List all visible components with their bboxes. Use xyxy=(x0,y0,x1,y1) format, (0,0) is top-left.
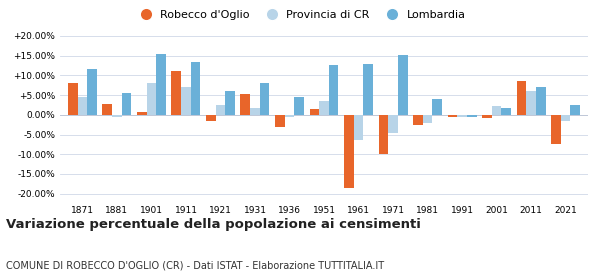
Bar xyxy=(172,71,181,115)
Bar xyxy=(250,108,260,115)
Bar xyxy=(482,115,492,118)
Bar xyxy=(551,115,561,144)
Bar xyxy=(275,115,284,127)
Bar xyxy=(112,115,122,117)
Bar xyxy=(284,115,295,117)
Bar xyxy=(379,115,388,154)
Bar xyxy=(226,91,235,115)
Bar xyxy=(319,101,329,115)
Bar xyxy=(137,112,146,115)
Bar xyxy=(87,69,97,115)
Bar xyxy=(241,94,250,115)
Bar xyxy=(215,105,226,115)
Bar xyxy=(260,83,269,115)
Bar xyxy=(310,109,319,115)
Bar xyxy=(422,115,433,123)
Bar xyxy=(526,91,536,115)
Bar xyxy=(388,115,398,132)
Text: COMUNE DI ROBECCO D'OGLIO (CR) - Dati ISTAT - Elaborazione TUTTITALIA.IT: COMUNE DI ROBECCO D'OGLIO (CR) - Dati IS… xyxy=(6,260,384,270)
Bar xyxy=(536,87,545,115)
Bar xyxy=(344,115,353,188)
Bar xyxy=(467,115,476,117)
Bar xyxy=(398,55,407,115)
Bar xyxy=(433,99,442,115)
Bar xyxy=(122,93,131,115)
Bar xyxy=(77,97,87,115)
Bar xyxy=(457,115,467,117)
Bar xyxy=(295,97,304,115)
Bar xyxy=(413,115,422,125)
Bar xyxy=(353,115,364,141)
Bar xyxy=(502,108,511,115)
Bar xyxy=(517,81,526,115)
Bar xyxy=(561,115,571,121)
Bar xyxy=(181,87,191,115)
Bar xyxy=(364,64,373,115)
Bar xyxy=(206,115,215,121)
Bar xyxy=(448,115,457,117)
Bar xyxy=(571,105,580,115)
Bar xyxy=(191,62,200,115)
Bar xyxy=(68,83,77,115)
Legend: Robecco d'Oglio, Provincia di CR, Lombardia: Robecco d'Oglio, Provincia di CR, Lombar… xyxy=(130,6,470,24)
Bar xyxy=(146,83,156,115)
Text: Variazione percentuale della popolazione ai censimenti: Variazione percentuale della popolazione… xyxy=(6,218,421,231)
Bar xyxy=(329,66,338,115)
Bar xyxy=(492,106,502,115)
Bar xyxy=(156,54,166,115)
Bar xyxy=(103,104,112,115)
